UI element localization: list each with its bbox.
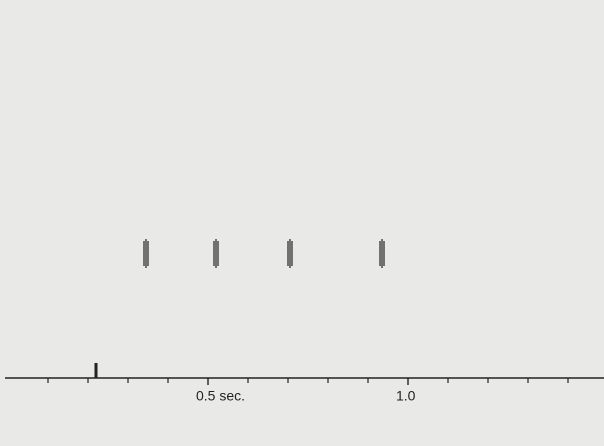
stimulus-marker xyxy=(94,363,98,378)
x-tick-label: 0.5 sec. xyxy=(196,388,245,404)
spike xyxy=(379,239,385,268)
spike xyxy=(287,239,293,268)
spike xyxy=(213,239,219,268)
x-tick-label: 1.0 xyxy=(396,388,416,404)
spike xyxy=(143,239,149,268)
